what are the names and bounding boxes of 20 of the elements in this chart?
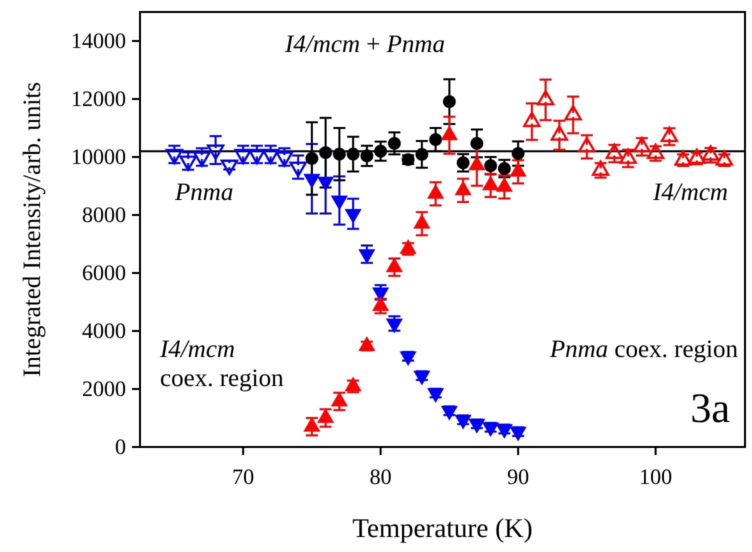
y-tick-label: 8000: [82, 202, 126, 227]
annotation: I4/mcm + Pnma: [284, 31, 445, 58]
y-tick-label: 14000: [71, 28, 126, 53]
annotation: Pnma coex. region: [548, 336, 738, 363]
y-tick-label: 10000: [71, 144, 126, 169]
x-axis-title: Temperature (K): [352, 513, 533, 543]
y-axis-title: Integrated Intensity/arb. units: [19, 82, 46, 378]
y-tick-label: 0: [115, 434, 126, 459]
x-tick-label: 90: [507, 464, 530, 489]
y-tick-label: 12000: [71, 86, 126, 111]
annotation: I4/mcm coex. region: [159, 336, 284, 392]
y-tick-label: 6000: [82, 260, 126, 285]
x-tick-label: 70: [232, 464, 254, 489]
y-tick-label: 4000: [82, 318, 126, 343]
y-tick-label: 2000: [82, 376, 126, 401]
x-tick-label: 100: [639, 464, 672, 489]
annotation: I4/mcm: [652, 179, 728, 206]
annotation: Pnma: [174, 179, 234, 206]
x-tick-label: 80: [370, 464, 392, 489]
annotation: 3a: [690, 386, 730, 432]
